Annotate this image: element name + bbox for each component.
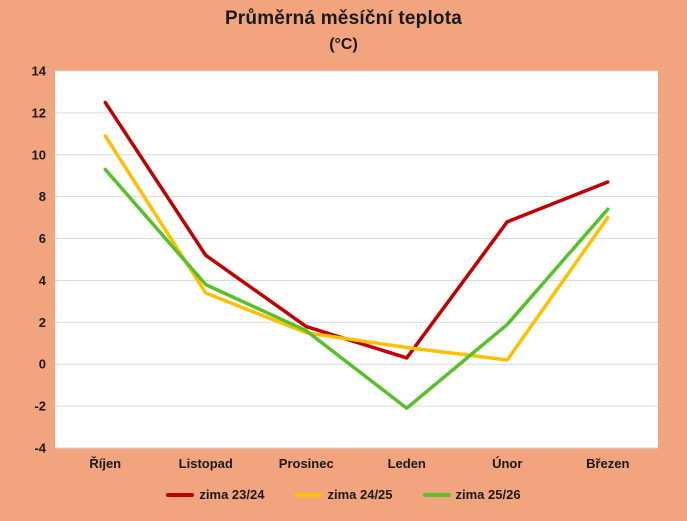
- y-tick-label: 8: [39, 189, 46, 204]
- x-tick-label: Leden: [388, 456, 426, 471]
- y-tick-label: 14: [32, 64, 47, 79]
- legend-swatch: [422, 492, 451, 497]
- legend-item: zima 25/26: [422, 487, 521, 502]
- x-tick-label: Listopad: [179, 456, 233, 471]
- x-tick-label: Říjen: [89, 456, 121, 471]
- y-tick-label: 12: [32, 105, 46, 120]
- x-tick-label: Březen: [586, 456, 629, 471]
- x-tick-label: Prosinec: [279, 456, 334, 471]
- legend-label: zima 24/25: [327, 487, 393, 502]
- legend-swatch: [294, 492, 323, 497]
- chart-subtitle: (°C): [329, 36, 358, 53]
- y-tick-label: 6: [39, 231, 46, 246]
- legend-item: zima 24/25: [294, 487, 393, 502]
- y-tick-label: -2: [34, 399, 46, 414]
- series-line-zima-25-26: [103, 167, 610, 410]
- y-tick-label: 2: [39, 315, 46, 330]
- x-tick-label: Únor: [492, 456, 522, 471]
- legend-item: zima 23/24: [166, 487, 264, 502]
- y-tick-label: 10: [32, 147, 46, 162]
- chart-title: Průměrná měsíční teplota: [224, 8, 463, 29]
- legend-swatch: [166, 492, 195, 497]
- plot-background: [55, 71, 658, 448]
- legend-label: zima 23/24: [199, 487, 265, 502]
- y-tick-label: -4: [34, 441, 46, 456]
- legend-label: zima 25/26: [455, 487, 521, 502]
- series-line-zima-23-24: [103, 100, 610, 360]
- legend: zima 23/24 zima 24/25 zima 25/26: [0, 487, 687, 502]
- y-tick-label: 4: [39, 273, 47, 288]
- y-tick-label: 0: [39, 357, 46, 372]
